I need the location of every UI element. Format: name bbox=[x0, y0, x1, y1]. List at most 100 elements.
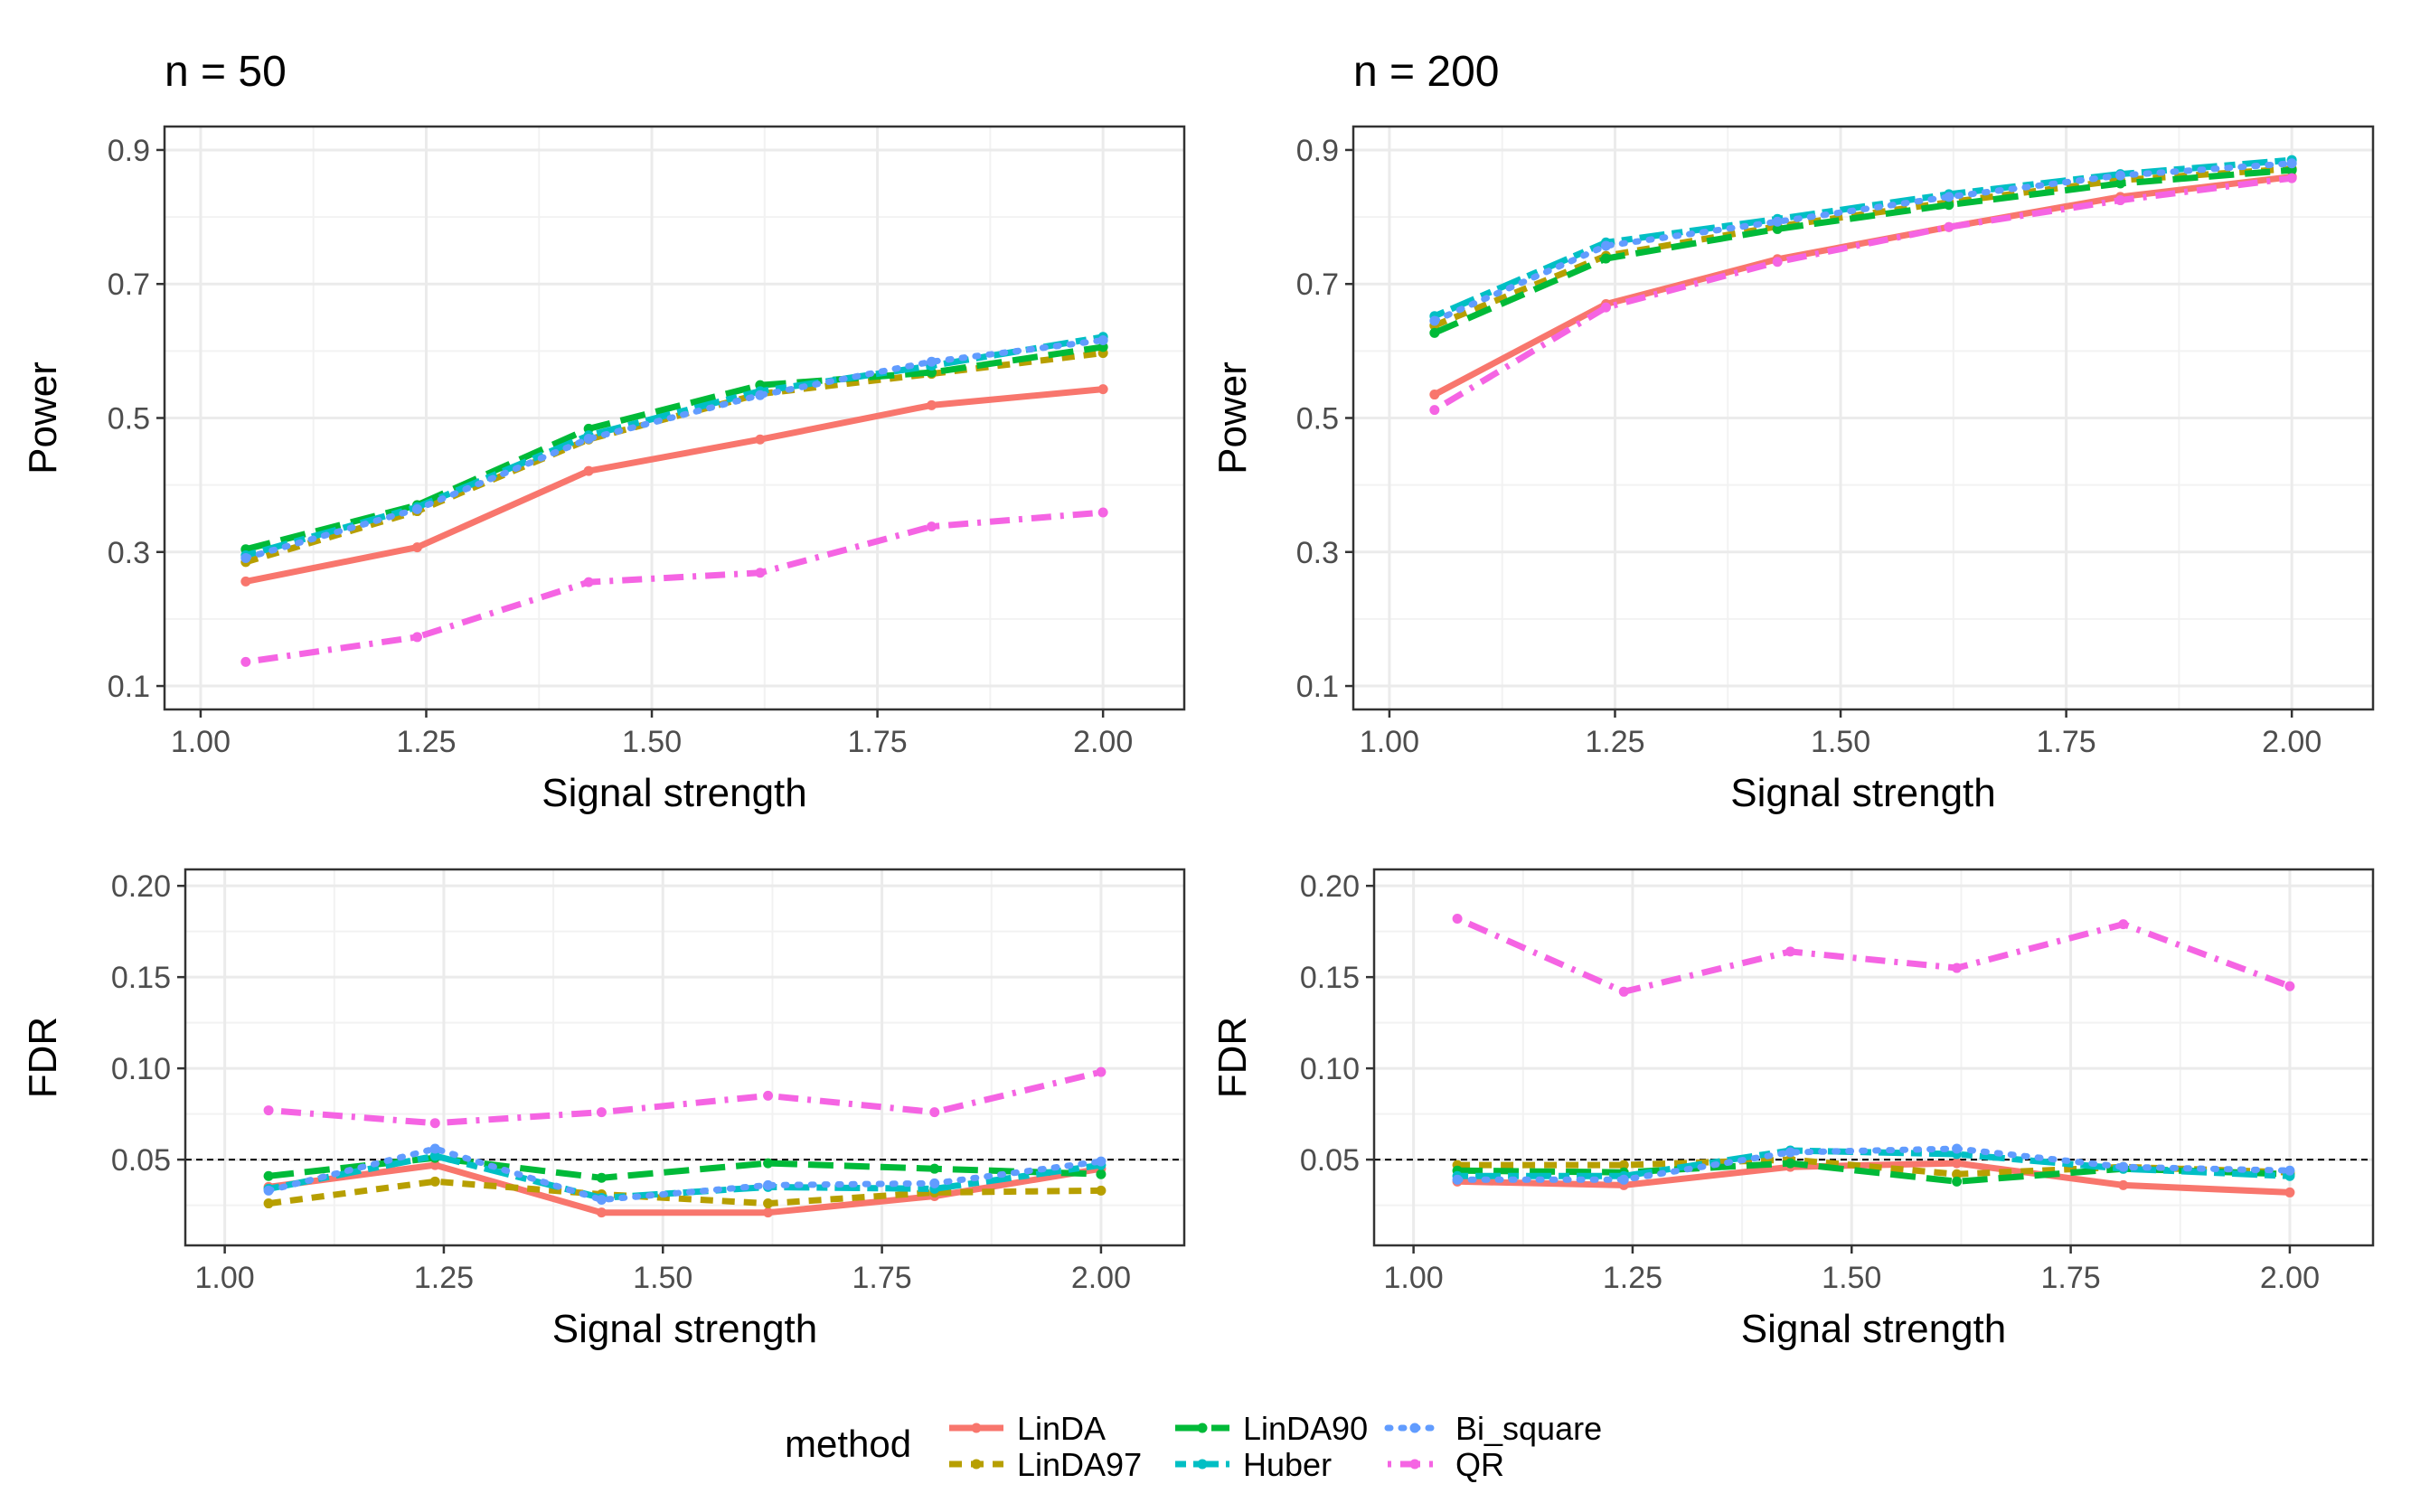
panel-border bbox=[1372, 868, 2375, 1247]
panel-title-n200: n = 200 bbox=[1353, 48, 1499, 96]
data-point-linda90 bbox=[1601, 253, 1612, 264]
data-point-bi_square bbox=[929, 1178, 940, 1188]
data-point-qr bbox=[1944, 221, 1954, 232]
data-point-huber bbox=[429, 1150, 440, 1161]
legend-key-point bbox=[971, 1459, 982, 1470]
data-point-linda bbox=[412, 542, 423, 553]
data-point-bi_square bbox=[1096, 1156, 1107, 1167]
y-tick-label: 0.9 bbox=[1296, 134, 1339, 168]
series-line-huber bbox=[268, 1152, 1102, 1201]
fdr-n200-panel: 1.00 1.25 1.50 1.75 2.00 0.05 0.10 0.15 0.20 Sign… bbox=[1210, 868, 2375, 1351]
data-point-linda90 bbox=[1952, 1176, 1963, 1187]
x-tick-label: 2.00 bbox=[1073, 725, 1133, 759]
x-tick-label: 1.50 bbox=[1811, 725, 1870, 759]
data-point-qr bbox=[926, 521, 937, 532]
x-tick-label: 1.00 bbox=[1360, 725, 1419, 759]
data-point-bi_square bbox=[1952, 1143, 1963, 1154]
y-tick-label: 0.1 bbox=[108, 670, 150, 704]
data-point-bi_square bbox=[1785, 1147, 1795, 1158]
data-point-linda90 bbox=[763, 1158, 774, 1169]
data-point-linda bbox=[583, 465, 594, 476]
y-tick-label: 0.7 bbox=[108, 268, 150, 302]
series-line-linda90 bbox=[268, 1154, 1102, 1181]
data-point-bi_square bbox=[1429, 315, 1440, 326]
data-point-linda90 bbox=[1944, 200, 1954, 211]
series-line-huber bbox=[244, 333, 1104, 559]
y-tick-label: 0.9 bbox=[108, 134, 150, 168]
data-point-linda bbox=[240, 576, 251, 587]
y-axis-title: FDR bbox=[21, 1017, 65, 1098]
data-point-linda97 bbox=[1618, 1160, 1629, 1170]
x-axis-title: Signal strength bbox=[1741, 1307, 2007, 1351]
panel-border bbox=[184, 868, 1186, 1247]
x-tick-label: 1.25 bbox=[414, 1261, 474, 1295]
x-tick-label: 1.50 bbox=[633, 1261, 692, 1295]
series-line-linda90 bbox=[1433, 166, 2293, 336]
y-tick-label: 0.1 bbox=[1296, 670, 1339, 704]
data-point-linda97 bbox=[1952, 1169, 1963, 1179]
data-point-qr bbox=[2118, 919, 2129, 930]
data-point-qr bbox=[1952, 963, 1963, 973]
series-line-linda90 bbox=[244, 343, 1104, 553]
data-point-linda90 bbox=[596, 1172, 607, 1183]
data-point-linda bbox=[926, 399, 937, 410]
data-point-qr bbox=[1096, 1066, 1107, 1077]
series-line-linda97 bbox=[268, 1178, 1101, 1207]
data-point-linda97 bbox=[429, 1176, 440, 1187]
legend-title: method bbox=[785, 1423, 911, 1465]
data-point-linda97 bbox=[263, 1198, 274, 1209]
series-line-bi_square bbox=[265, 1145, 1105, 1203]
data-point-bi_square bbox=[1772, 216, 1783, 227]
data-point-qr bbox=[2114, 195, 2125, 206]
power-n50-panel: 1.00 1.25 1.50 1.75 2.00 0.1 0.3 0.5 0.7 0.9 Signa… bbox=[21, 125, 1186, 815]
legend-label-linda90: LinDA90 bbox=[1243, 1410, 1368, 1447]
data-point-bi_square bbox=[1618, 1174, 1629, 1185]
legend-label-linda97: LinDA97 bbox=[1017, 1446, 1142, 1483]
data-point-bi_square bbox=[755, 390, 766, 400]
legend-label-huber: Huber bbox=[1243, 1446, 1332, 1483]
x-axis-title: Signal strength bbox=[552, 1307, 818, 1351]
data-point-qr bbox=[429, 1118, 440, 1129]
data-point-linda bbox=[596, 1207, 607, 1218]
x-tick-label: 1.25 bbox=[1585, 725, 1644, 759]
data-point-linda90 bbox=[2114, 178, 2125, 189]
x-tick-label: 1.75 bbox=[848, 725, 908, 759]
y-axis-title: FDR bbox=[1210, 1017, 1255, 1098]
x-tick-label: 1.00 bbox=[1384, 1261, 1444, 1295]
y-tick-label: 0.20 bbox=[1300, 869, 1360, 904]
y-tick-label: 0.05 bbox=[1300, 1143, 1360, 1178]
data-point-linda97 bbox=[763, 1198, 774, 1209]
x-tick-label: 1.50 bbox=[622, 725, 682, 759]
data-point-linda90 bbox=[1772, 223, 1783, 234]
data-point-bi_square bbox=[1452, 1174, 1463, 1185]
legend-label-qr: QR bbox=[1455, 1446, 1504, 1483]
data-point-qr bbox=[2286, 173, 2297, 183]
x-tick-label: 1.00 bbox=[195, 1261, 255, 1295]
legend-label-linda: LinDA bbox=[1017, 1410, 1106, 1447]
series-line-bi_square bbox=[242, 337, 1107, 561]
y-tick-label: 0.15 bbox=[1300, 961, 1360, 995]
y-axis-title: Power bbox=[1210, 362, 1255, 474]
data-point-bi_square bbox=[583, 433, 594, 444]
data-point-bi_square bbox=[2286, 158, 2297, 169]
data-point-qr bbox=[1772, 257, 1783, 268]
data-point-qr bbox=[1452, 914, 1463, 925]
data-point-qr bbox=[596, 1107, 607, 1118]
legend-key-point bbox=[1197, 1459, 1208, 1470]
data-point-linda bbox=[2284, 1187, 2295, 1197]
data-point-qr bbox=[1785, 946, 1795, 957]
y-tick-label: 0.3 bbox=[1296, 536, 1339, 570]
data-point-qr bbox=[1429, 405, 1440, 416]
series-line-huber bbox=[1457, 1147, 2291, 1179]
data-point-linda90 bbox=[263, 1170, 274, 1181]
data-point-bi_square bbox=[412, 503, 423, 514]
legend-label-bi_square: Bi_square bbox=[1455, 1410, 1602, 1447]
data-point-bi_square bbox=[596, 1195, 607, 1206]
series-line-linda bbox=[1433, 174, 2293, 398]
series-line-linda bbox=[245, 386, 1104, 585]
data-point-linda90 bbox=[929, 1163, 940, 1174]
x-tick-label: 1.25 bbox=[396, 725, 456, 759]
y-tick-label: 0.10 bbox=[1300, 1052, 1360, 1086]
